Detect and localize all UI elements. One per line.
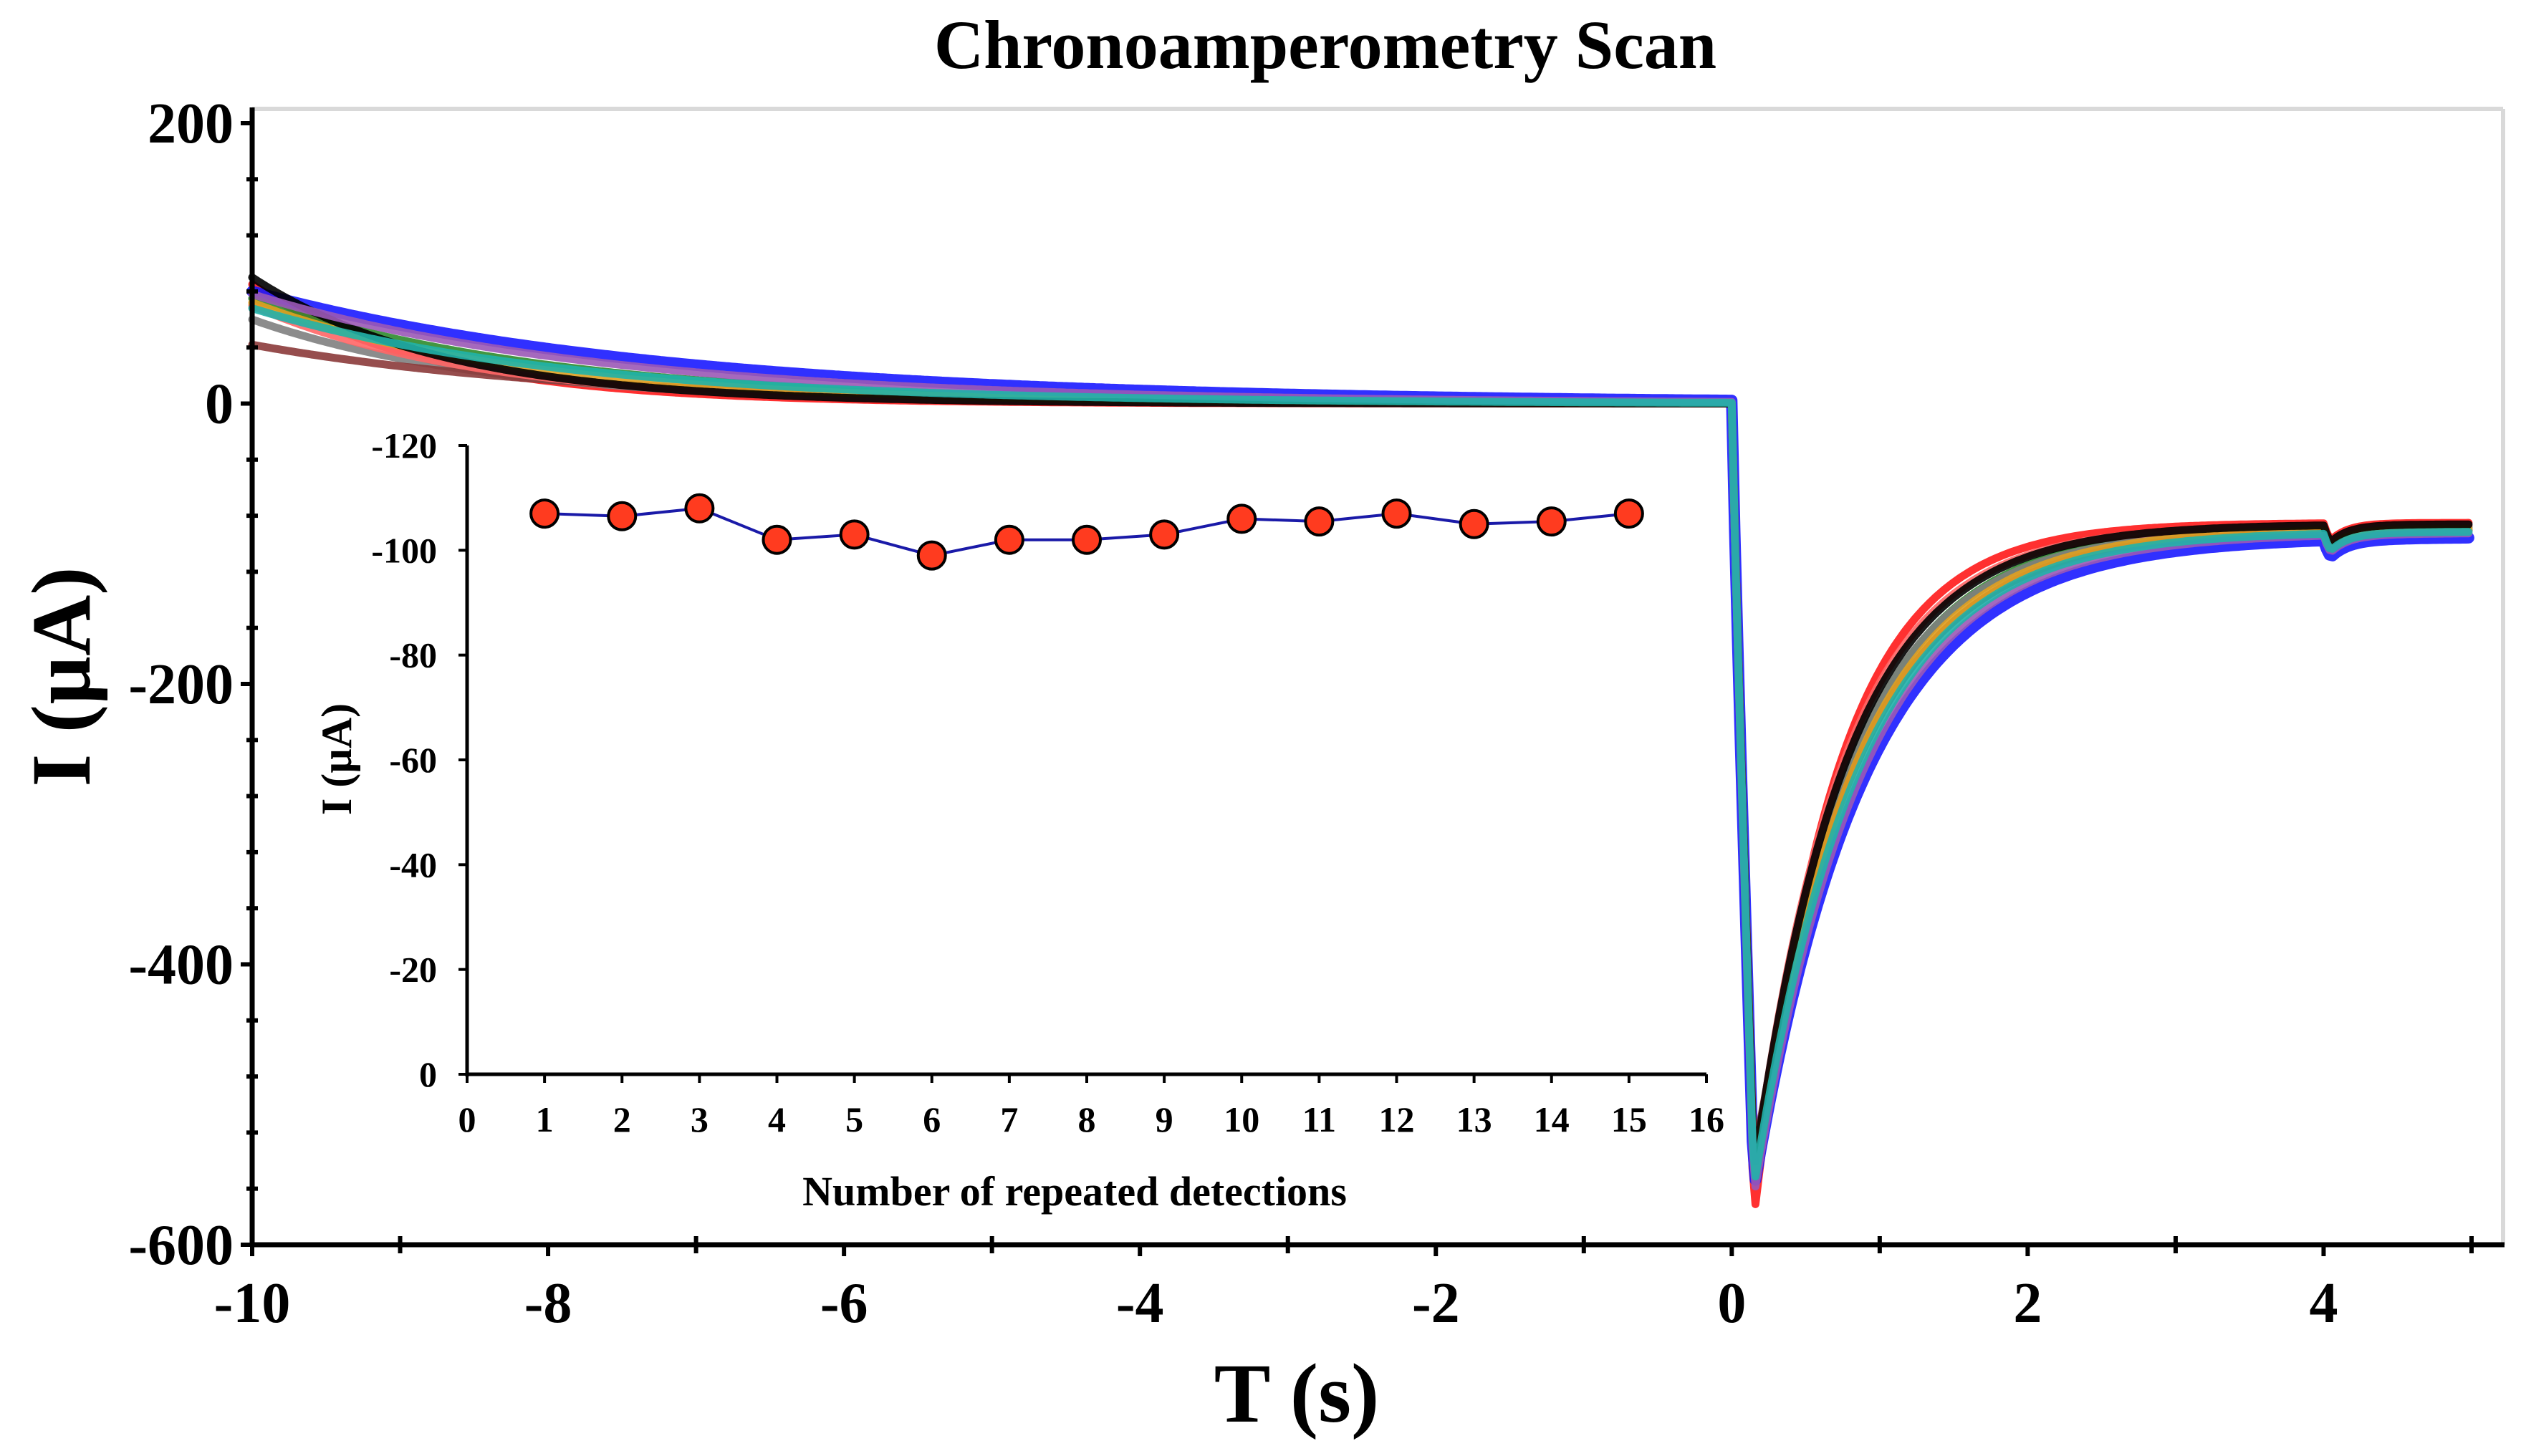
inset-x-tick-label: 0 xyxy=(458,1099,476,1139)
inset-point xyxy=(839,519,870,550)
inset-x-tick-label: 13 xyxy=(1456,1099,1492,1139)
inset-x-tick-label: 4 xyxy=(768,1099,786,1139)
inset-x-tick-label: 2 xyxy=(613,1099,631,1139)
inset-x-tick-label: 6 xyxy=(923,1099,941,1139)
inset-y-tick-label: -80 xyxy=(389,635,437,675)
main-y-ticks: 200 0 -200 -400 -600 xyxy=(128,92,252,1277)
inset-point xyxy=(762,524,792,555)
inset-point xyxy=(1536,506,1567,537)
inset-x-tick-label: 7 xyxy=(1000,1099,1018,1139)
inset-point xyxy=(684,493,715,524)
series-line-1 xyxy=(248,280,2473,1208)
series-line-6 xyxy=(248,302,2473,1168)
main-x-tick-label: 0 xyxy=(1717,1272,1746,1335)
main-x-tick-label: -6 xyxy=(820,1272,868,1335)
inset-point xyxy=(994,524,1024,555)
main-x-axis-label: T (s) xyxy=(1214,1346,1380,1440)
main-x-tick-label: -4 xyxy=(1116,1272,1164,1335)
inset-x-tick-label: 15 xyxy=(1611,1099,1647,1139)
main-y-tick-label: 0 xyxy=(205,373,234,436)
inset-x-axis-label: Number of repeated detections xyxy=(802,1168,1347,1215)
main-series-group xyxy=(246,273,2474,1208)
series-line-3 xyxy=(248,294,2473,1176)
series-line-4 xyxy=(248,315,2473,1162)
inset-point xyxy=(1072,524,1102,555)
inset-points xyxy=(529,493,1644,571)
main-minor-ticks xyxy=(246,177,2474,1253)
main-y-tick-label: -600 xyxy=(128,1214,234,1277)
inset-point xyxy=(1149,519,1180,550)
inset-y-tick-label: -40 xyxy=(389,844,437,884)
main-y-axis-label: I (µA) xyxy=(14,567,108,786)
inset-x-tick-label: 16 xyxy=(1689,1099,1724,1139)
inset-x-tick-label: 5 xyxy=(845,1099,863,1139)
inset-y-axis-label: I (µA) xyxy=(313,703,360,815)
main-x-tick-label: -8 xyxy=(524,1272,572,1335)
main-y-tick-label: -200 xyxy=(128,653,234,716)
inset-point xyxy=(529,498,560,529)
main-x-tick-label: -10 xyxy=(214,1272,291,1335)
inset-x-tick-label: 9 xyxy=(1156,1099,1173,1139)
inset-y-tick-label: -120 xyxy=(371,425,437,466)
series-line-2 xyxy=(246,285,2474,1186)
inset-y-tick-label: -20 xyxy=(389,950,437,990)
main-x-tick-label: 2 xyxy=(2013,1272,2042,1335)
inset-point xyxy=(1459,508,1489,539)
inset-x-tick-label: 3 xyxy=(691,1099,709,1139)
series-line-7 xyxy=(248,299,2473,1172)
inset-point xyxy=(1304,506,1335,537)
inset-y-tick-label: -100 xyxy=(371,530,437,570)
inset-point xyxy=(1226,503,1257,534)
chart-title: Chronoamperometry Scan xyxy=(934,6,1716,83)
inset-x-tick-label: 12 xyxy=(1379,1099,1415,1139)
inset-y-ticks: 0 -20 -40 -60 -80 -100 -120 xyxy=(371,425,467,1094)
inset-chart: 0 1 2 3 4 5 6 7 8 9 10 11 12 13 14 15 16 0-20-40-60-80-1… xyxy=(313,425,1724,1215)
inset-point xyxy=(916,540,947,571)
main-y-tick-label: -400 xyxy=(128,934,234,997)
inset-x-tick-label: 1 xyxy=(536,1099,554,1139)
inset-x-ticks: 0 1 2 3 4 5 6 7 8 9 10 11 12 13 14 15 16 xyxy=(458,1074,1724,1139)
series-line-9 xyxy=(248,290,2473,1191)
main-x-tick-label: -2 xyxy=(1412,1272,1460,1335)
main-y-tick-label: 200 xyxy=(148,92,234,155)
inset-point xyxy=(607,501,638,531)
inset-x-tick-label: 14 xyxy=(1534,1099,1570,1139)
main-x-ticks: -10 -8 -6 -4 -2 0 2 4 xyxy=(214,1245,2338,1335)
inset-x-tick-label: 8 xyxy=(1078,1099,1096,1139)
inset-x-tick-label: 10 xyxy=(1224,1099,1259,1139)
series-line-10 xyxy=(248,304,2473,1181)
main-x-tick-label: 4 xyxy=(2309,1272,2338,1335)
inset-point xyxy=(1381,498,1412,529)
series-line-5 xyxy=(248,340,2473,1156)
inset-y-tick-label: -60 xyxy=(389,740,437,780)
series-line-8 xyxy=(248,273,2473,1166)
inset-x-tick-label: 11 xyxy=(1302,1099,1336,1139)
inset-y-tick-label: 0 xyxy=(419,1054,437,1094)
inset-point xyxy=(1613,498,1644,529)
